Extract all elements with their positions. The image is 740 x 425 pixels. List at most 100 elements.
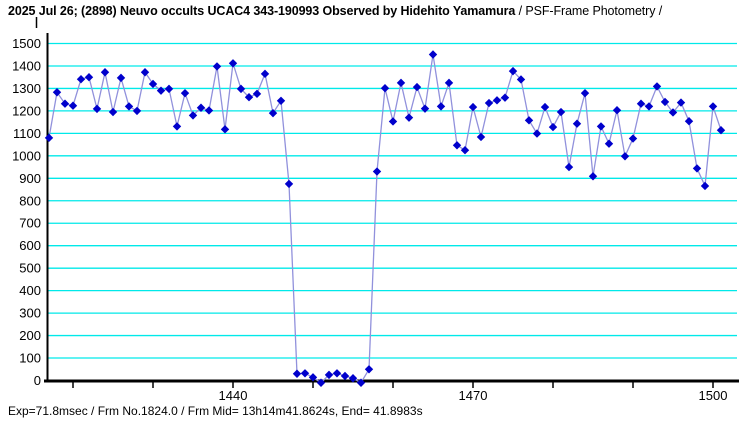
data-point-marker bbox=[348, 374, 358, 383]
data-point-marker bbox=[412, 82, 422, 92]
svg-text:100: 100 bbox=[19, 351, 41, 366]
svg-text:1440: 1440 bbox=[219, 388, 248, 403]
data-point-marker bbox=[460, 146, 470, 155]
data-point-marker bbox=[532, 129, 542, 138]
data-point-marker bbox=[628, 134, 638, 143]
svg-text:200: 200 bbox=[19, 328, 41, 343]
data-point-marker bbox=[500, 93, 510, 102]
svg-text:1100: 1100 bbox=[13, 126, 41, 141]
data-point-marker bbox=[388, 117, 398, 126]
data-point-marker bbox=[292, 369, 302, 378]
data-point-marker bbox=[324, 370, 334, 380]
data-point-marker bbox=[716, 126, 726, 135]
data-point-marker bbox=[588, 172, 598, 181]
data-point-marker bbox=[300, 369, 310, 378]
data-point-marker bbox=[396, 78, 406, 88]
data-point-marker bbox=[476, 132, 486, 142]
data-point-marker bbox=[84, 73, 94, 82]
data-point-marker bbox=[484, 98, 494, 108]
data-point-marker bbox=[604, 139, 614, 148]
svg-text:1470: 1470 bbox=[459, 388, 488, 403]
svg-text:1200: 1200 bbox=[12, 103, 41, 118]
svg-text:600: 600 bbox=[19, 238, 41, 253]
chart-title: 2025 Jul 26; (2898) Neuvo occults UCAC4 … bbox=[8, 4, 734, 18]
data-point-marker bbox=[596, 122, 606, 131]
status-bar: Exp=71.8msec / Frm No.1824.0 / Frm Mid= … bbox=[8, 404, 423, 418]
data-point-marker bbox=[340, 371, 350, 381]
data-point-marker bbox=[700, 181, 710, 191]
data-point-marker bbox=[52, 88, 62, 97]
data-point-marker bbox=[620, 152, 630, 161]
data-point-marker bbox=[60, 99, 70, 108]
data-point-marker bbox=[564, 162, 574, 172]
data-point-marker bbox=[260, 69, 270, 79]
svg-text:700: 700 bbox=[19, 216, 41, 231]
data-point-marker bbox=[404, 113, 414, 122]
svg-text:400: 400 bbox=[19, 283, 41, 298]
data-point-marker bbox=[684, 117, 694, 126]
svg-text:500: 500 bbox=[19, 261, 41, 276]
data-point-marker bbox=[428, 50, 438, 59]
data-point-marker bbox=[692, 164, 702, 173]
data-point-marker bbox=[332, 369, 342, 378]
svg-text:1400: 1400 bbox=[12, 58, 41, 73]
svg-text:300: 300 bbox=[19, 306, 41, 321]
data-point-marker bbox=[156, 86, 166, 95]
data-point-marker bbox=[196, 103, 206, 112]
data-point-marker bbox=[492, 96, 502, 105]
data-point-marker bbox=[164, 84, 174, 94]
data-point-marker bbox=[308, 373, 318, 382]
svg-text:0: 0 bbox=[34, 373, 41, 388]
data-point-marker bbox=[220, 125, 230, 134]
svg-text:900: 900 bbox=[19, 171, 41, 186]
data-point-marker bbox=[212, 62, 222, 71]
data-point-marker bbox=[612, 106, 622, 115]
data-point-marker bbox=[68, 101, 78, 110]
data-point-marker bbox=[108, 107, 118, 117]
data-point-marker bbox=[76, 75, 86, 84]
light-curve-line bbox=[48, 54, 722, 384]
data-point-marker bbox=[516, 75, 526, 84]
data-point-marker bbox=[356, 378, 366, 387]
data-point-marker bbox=[420, 104, 430, 113]
data-point-marker bbox=[444, 78, 454, 88]
data-point-marker bbox=[364, 365, 374, 374]
data-point-marker bbox=[660, 97, 670, 107]
x-axis-line bbox=[44, 379, 739, 383]
data-point-marker bbox=[188, 111, 198, 120]
data-point-marker bbox=[116, 73, 126, 83]
data-point-marker bbox=[468, 102, 478, 112]
data-point-marker bbox=[180, 88, 190, 98]
data-point-marker bbox=[380, 84, 390, 93]
data-point-marker bbox=[508, 66, 518, 76]
svg-text:1000: 1000 bbox=[12, 148, 41, 163]
data-point-marker bbox=[204, 106, 214, 115]
data-point-marker bbox=[372, 167, 382, 176]
svg-text:800: 800 bbox=[19, 193, 41, 208]
data-point-marker bbox=[556, 107, 566, 117]
grid-lines bbox=[48, 42, 737, 359]
data-point-marker bbox=[452, 141, 462, 150]
svg-text:1500: 1500 bbox=[699, 388, 728, 403]
data-point-marker bbox=[44, 133, 54, 143]
data-point-marker bbox=[236, 84, 246, 94]
data-point-marker bbox=[124, 102, 134, 111]
data-point-marker bbox=[540, 102, 550, 112]
data-point-marker bbox=[284, 179, 294, 189]
x-axis-labels: 1440 1470 1500 bbox=[219, 388, 728, 403]
data-point-markers bbox=[44, 50, 726, 387]
data-point-marker bbox=[636, 99, 646, 108]
data-point-marker bbox=[148, 79, 158, 89]
data-point-marker bbox=[548, 122, 558, 132]
data-point-marker bbox=[668, 108, 678, 117]
data-point-marker bbox=[708, 102, 718, 111]
data-point-marker bbox=[140, 68, 150, 77]
svg-text:1300: 1300 bbox=[12, 81, 41, 96]
chart-title-secondary: / PSF-Frame Photometry / bbox=[518, 4, 663, 18]
data-point-marker bbox=[580, 88, 590, 98]
data-point-marker bbox=[316, 378, 326, 387]
data-point-marker bbox=[252, 89, 262, 99]
data-point-marker bbox=[132, 106, 142, 116]
